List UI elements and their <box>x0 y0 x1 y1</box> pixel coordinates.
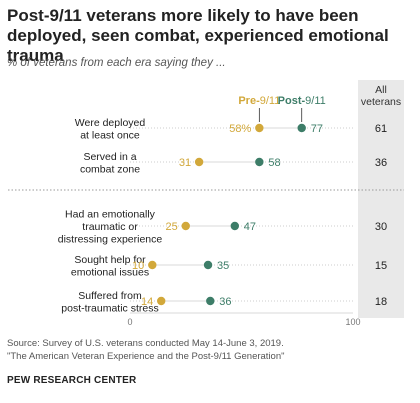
pre-911-dot <box>255 123 264 133</box>
post-911-value-label: 36 <box>219 296 231 308</box>
category-label: emotional issues <box>71 266 149 278</box>
pew-logo-text: PEW RESEARCH CENTER <box>7 375 137 386</box>
all-veterans-header: veterans <box>361 96 401 108</box>
all-veterans-value: 30 <box>375 221 387 233</box>
category-label: at least once <box>80 129 140 141</box>
source-note: Source: Survey of U.S. veterans conducte… <box>7 338 284 349</box>
legend-pre-label: Pre-9/11 <box>238 95 280 107</box>
all-veterans-value: 36 <box>375 157 387 169</box>
chart-title: Post-9/11 veterans more likely to have b… <box>7 6 389 65</box>
pre-911-value-label: 14 <box>141 296 153 308</box>
category-label: Served in a <box>83 151 136 163</box>
category-label: Had an emotionally <box>65 209 156 221</box>
all-veterans-value: 61 <box>375 123 387 135</box>
report-title-note: "The American Veteran Experience and the… <box>7 351 285 362</box>
category-label: traumatic or <box>82 221 138 233</box>
pre-911-dot <box>148 260 157 270</box>
legend-post-label: Post-9/11 <box>278 95 326 107</box>
category-label: Suffered from <box>78 290 142 302</box>
post-911-value-label: 77 <box>311 123 323 135</box>
pre-911-value-label: 25 <box>166 221 178 233</box>
pre-911-dot <box>194 157 204 167</box>
post-911-dot <box>206 296 215 306</box>
x-tick-label: 0 <box>127 317 132 327</box>
post-911-dot <box>297 123 306 133</box>
post-911-value-label: 58 <box>268 157 280 169</box>
all-veterans-value: 15 <box>375 260 387 272</box>
all-veterans-value: 18 <box>375 296 387 308</box>
pre-911-value-label: 10 <box>132 260 144 272</box>
post-911-dot <box>230 221 240 231</box>
all-veterans-panel <box>358 80 404 318</box>
pre-911-value-label: 31 <box>179 157 191 169</box>
category-label: post-traumatic stress <box>61 302 158 314</box>
category-label: Were deployed <box>75 117 146 129</box>
pre-911-value-label: 58% <box>229 123 251 135</box>
category-label: distressing experience <box>58 234 163 246</box>
chart-subtitle: % of veterans from each era saying they … <box>7 57 226 69</box>
pre-911-dot <box>181 221 190 231</box>
pre-911-dot <box>157 296 166 306</box>
category-label: Sought help for <box>74 254 146 266</box>
category-label: combat zone <box>80 163 140 175</box>
post-911-dot <box>255 157 264 167</box>
post-911-dot <box>203 260 213 270</box>
x-tick-label: 100 <box>345 317 360 327</box>
post-911-value-label: 47 <box>244 221 256 233</box>
all-veterans-header: All <box>375 84 387 96</box>
post-911-value-label: 35 <box>217 260 229 272</box>
